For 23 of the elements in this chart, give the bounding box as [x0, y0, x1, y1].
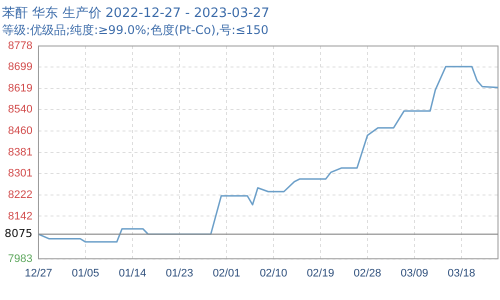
y-tick-label: 8460: [8, 125, 32, 138]
x-tick-label: 01/05: [72, 267, 100, 280]
x-tick-label: 02/01: [212, 267, 240, 280]
x-tick-label: 12/27: [24, 267, 52, 280]
y-tick-label: 8699: [8, 61, 32, 74]
x-tick-label: 01/23: [166, 267, 194, 280]
y-tick-label: 8142: [8, 210, 32, 222]
y-tick-label: 8222: [8, 188, 32, 201]
x-tick-label: 02/28: [354, 267, 382, 280]
x-tick-label: 03/18: [448, 267, 476, 280]
y-tick-label: 8619: [8, 82, 32, 95]
chart-title: 苯酐 华东 生产价 2022-12-27 - 2023-03-27: [2, 6, 270, 22]
x-tick-label: 03/09: [400, 267, 428, 280]
chart-subtitle: 等级:优级品;纯度:≥99.0%;色度(Pt-Co),号:≤150: [2, 22, 269, 37]
y-tick-label: 7983: [8, 252, 32, 265]
x-tick-label: 02/19: [306, 267, 334, 280]
y-tick-label: 8301: [8, 168, 32, 180]
y-tick-label: 8540: [8, 104, 32, 116]
x-tick-label: 02/10: [260, 267, 288, 280]
y-tick-label: 8778: [8, 40, 32, 52]
x-tick-label: 01/14: [118, 267, 146, 280]
ref-line-label: 8075: [4, 227, 32, 240]
y-tick-label: 8381: [8, 146, 32, 158]
